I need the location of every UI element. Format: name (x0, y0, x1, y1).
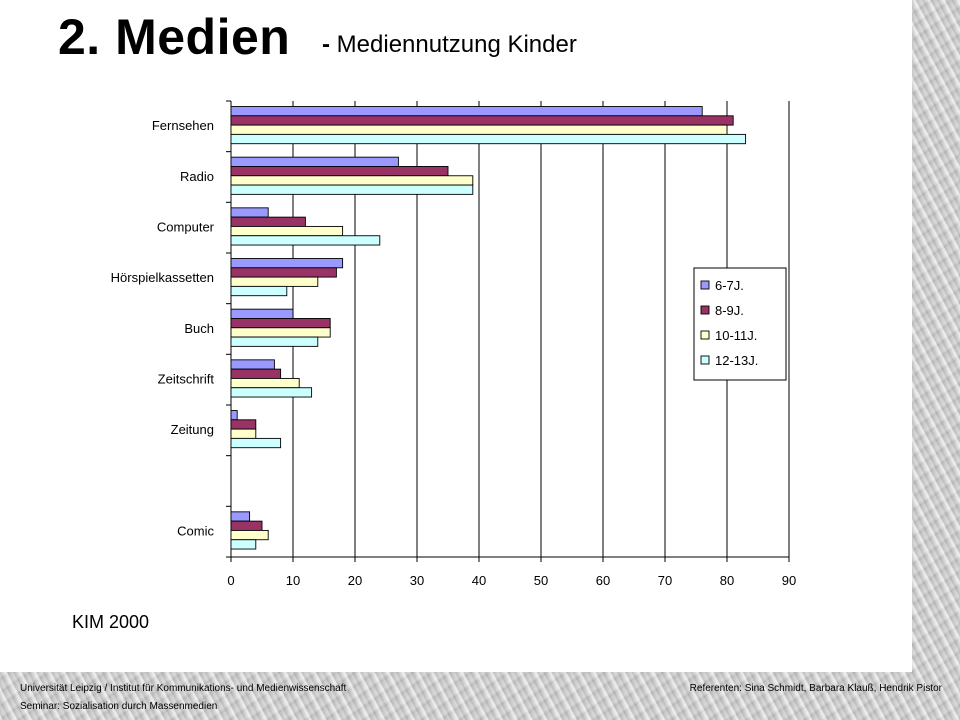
legend-label-10-11j: 10-11J. (715, 328, 757, 343)
bar-chart: 0 10 20 30 40 50 60 70 80 90 Fernsehen Radio Compute… (111, 100, 796, 588)
category-label-computer: Computer (157, 219, 215, 234)
bar-zeitung-6-7j (230, 410, 238, 421)
subtitle-text: Mediennutzung Kinder (336, 31, 577, 58)
bar-hoerspielkassetten-8-9j (230, 267, 337, 278)
slide-title: 2. Medien (58, 9, 291, 65)
bar-buch-10-11j (230, 327, 331, 338)
legend-swatch-8-9j (700, 305, 710, 315)
category-label-zeitschrift: Zeitschrift (158, 371, 215, 386)
bar-hoerspielkassetten-6-7j (230, 258, 344, 269)
bar-buch-6-7j (230, 308, 294, 319)
legend-label-12-13j: 12-13J. (715, 353, 758, 368)
bar-zeitschrift-8-9j (230, 368, 282, 379)
x-tick-label: 50 (534, 573, 548, 588)
legend-swatch-10-11j (700, 330, 710, 340)
category-label-zeitung: Zeitung (171, 422, 214, 437)
legend-label-6-7j: 6-7J. (715, 278, 744, 293)
x-tick-label: 0 (227, 573, 234, 588)
bar-comic-6-7j (230, 511, 251, 522)
bar-zeitschrift-10-11j (230, 377, 300, 389)
x-tick-label: 60 (596, 573, 610, 588)
category-label-radio: Radio (180, 169, 214, 184)
bar-comic-10-11j (230, 529, 269, 541)
category-label-buch: Buch (184, 321, 214, 336)
bar-hoerspielkassetten-10-11j (230, 276, 319, 287)
bar-radio-8-9j (230, 166, 449, 177)
bar-radio-12-13j (230, 184, 474, 195)
bar-computer-6-7j (230, 207, 269, 218)
bar-zeitschrift-12-13j (230, 387, 313, 398)
bar-buch-12-13j (230, 336, 319, 347)
bar-buch-8-9j (230, 318, 331, 329)
x-tick-label: 80 (720, 573, 734, 588)
bar-hoerspielkassetten-12-13j (230, 285, 288, 297)
chart-legend: 6-7J. 8-9J. 10-11J. 12-13J. (693, 267, 787, 381)
category-label-fernsehen: Fernsehen (152, 118, 214, 133)
bar-zeitung-8-9j (230, 419, 257, 430)
bar-zeitung-12-13j (230, 437, 282, 449)
bar-radio-6-7j (230, 156, 399, 167)
x-tick-label: 70 (658, 573, 672, 588)
x-tick-label: 30 (410, 573, 424, 588)
bar-fernsehen-12-13j (230, 133, 747, 145)
bar-zeitschrift-6-7j (230, 359, 275, 370)
category-label-hoerspielkassetten: Hörspielkassetten (111, 270, 214, 285)
legend-swatch-12-13j (700, 355, 710, 365)
bar-comic-12-13j (230, 539, 257, 550)
bar-comic-8-9j (230, 520, 263, 531)
footer-presenters: Referenten: Sina Schmidt, Barbara Klauß,… (689, 683, 942, 694)
x-tick-label: 40 (472, 573, 486, 588)
x-tick-label: 20 (348, 573, 362, 588)
bar-fernsehen-10-11j (230, 124, 728, 135)
subtitle-dash: - (322, 31, 330, 58)
bar-fernsehen-6-7j (230, 106, 703, 117)
bar-zeitung-10-11j (230, 428, 257, 439)
x-tick-label: 10 (286, 573, 300, 588)
bar-fernsehen-8-9j (230, 115, 734, 126)
bar-computer-8-9j (230, 216, 306, 227)
legend-label-8-9j: 8-9J. (715, 303, 744, 318)
source-note: KIM 2000 (72, 612, 150, 632)
legend-swatch-6-7j (700, 280, 710, 290)
slide-subtitle: - Mediennutzung Kinder (322, 31, 577, 59)
x-tick-label: 90 (782, 573, 796, 588)
category-label-comic: Comic (177, 523, 214, 538)
footer-seminar: Seminar: Sozialisation durch Massenmedie… (20, 701, 218, 712)
bar-computer-12-13j (230, 235, 381, 246)
footer-institution: Universität Leipzig / Institut für Kommu… (20, 683, 347, 694)
bar-radio-10-11j (230, 175, 474, 186)
bar-computer-10-11j (230, 225, 344, 237)
